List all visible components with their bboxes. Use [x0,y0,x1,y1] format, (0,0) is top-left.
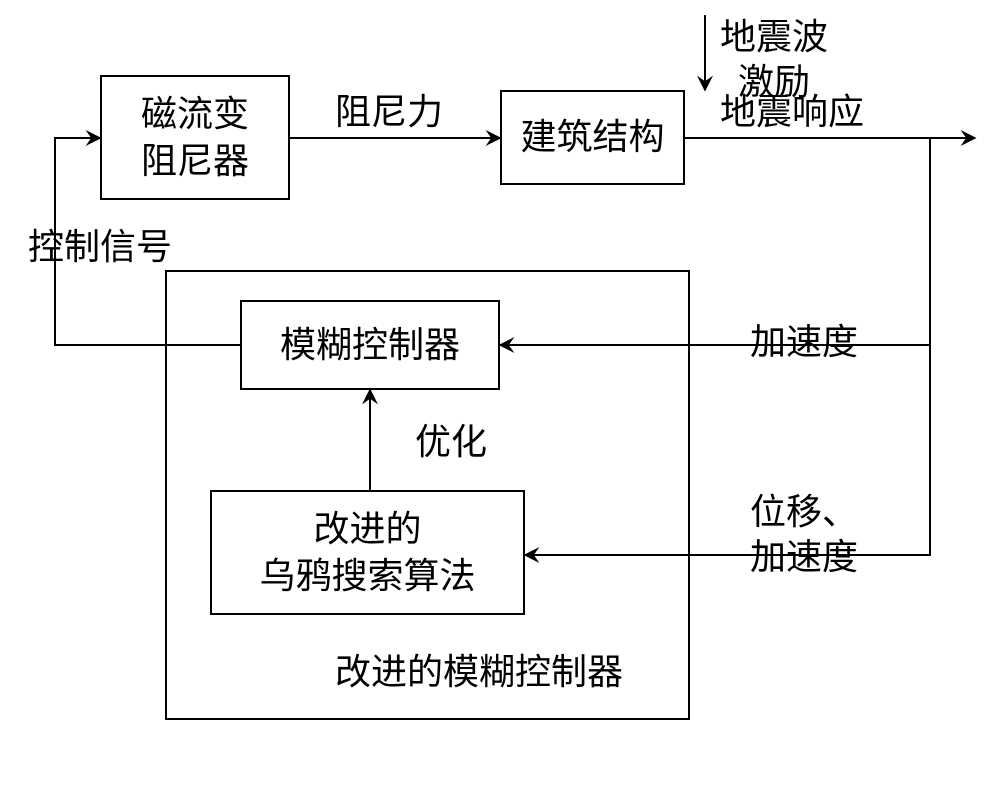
box-building-structure: 建筑结构 [500,90,685,185]
diagram-canvas: 磁流变 阻尼器 建筑结构 模糊控制器 改进的 乌鸦搜索算法 地震波 激励 阻尼力… [0,0,1000,785]
label-damping-force: 阻尼力 [335,90,443,135]
label-acceleration: 加速度 [750,320,858,365]
box-csa-label: 改进的 乌鸦搜索算法 [259,506,475,600]
label-seismic-response: 地震响应 [720,90,864,135]
box-fuzzy-label: 模糊控制器 [280,322,460,369]
label-control-signal: 控制信号 [28,225,172,270]
box-mr-damper-label: 磁流变 阻尼器 [141,91,249,185]
label-optimize: 优化 [415,420,487,465]
label-improved-fuzzy-controller: 改进的模糊控制器 [335,650,623,695]
box-mr-damper: 磁流变 阻尼器 [100,75,290,200]
label-displacement-acceleration: 位移、 加速度 [750,490,858,580]
box-building-label: 建筑结构 [520,114,664,161]
box-fuzzy-controller: 模糊控制器 [240,300,500,390]
box-improved-crow-search: 改进的 乌鸦搜索算法 [210,490,525,615]
